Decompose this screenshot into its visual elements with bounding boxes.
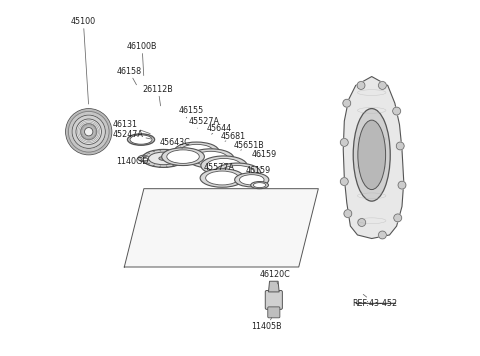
Ellipse shape <box>128 134 155 145</box>
Ellipse shape <box>235 173 269 187</box>
Ellipse shape <box>162 148 204 166</box>
FancyBboxPatch shape <box>268 307 280 318</box>
Circle shape <box>358 219 366 226</box>
Text: 46158: 46158 <box>116 67 142 85</box>
Ellipse shape <box>201 156 247 175</box>
Text: 45643C: 45643C <box>160 138 191 148</box>
Circle shape <box>379 82 386 89</box>
Text: 45100: 45100 <box>71 17 96 104</box>
Text: 45247A: 45247A <box>112 130 151 139</box>
Ellipse shape <box>188 149 234 168</box>
Text: 45644: 45644 <box>207 124 232 134</box>
Text: 45681: 45681 <box>221 132 246 141</box>
Ellipse shape <box>194 151 228 166</box>
Text: 46131: 46131 <box>113 120 150 134</box>
Ellipse shape <box>358 120 385 190</box>
Ellipse shape <box>141 156 150 161</box>
Ellipse shape <box>205 171 239 185</box>
Circle shape <box>398 181 406 189</box>
Text: 26112B: 26112B <box>143 84 173 106</box>
Text: 46120C: 46120C <box>260 270 290 284</box>
Ellipse shape <box>145 155 159 162</box>
Polygon shape <box>124 189 318 267</box>
Text: 45651B: 45651B <box>234 141 264 150</box>
Ellipse shape <box>84 127 93 136</box>
Ellipse shape <box>159 157 168 160</box>
Circle shape <box>396 142 404 150</box>
Ellipse shape <box>251 182 268 189</box>
Ellipse shape <box>72 115 106 148</box>
Ellipse shape <box>66 109 112 155</box>
Text: 46159: 46159 <box>251 150 276 159</box>
Text: 45577A: 45577A <box>203 163 234 172</box>
Polygon shape <box>268 281 279 292</box>
Circle shape <box>340 178 348 185</box>
Circle shape <box>344 210 352 218</box>
Ellipse shape <box>167 150 199 163</box>
Ellipse shape <box>148 157 156 160</box>
Ellipse shape <box>215 163 261 182</box>
Ellipse shape <box>130 135 152 144</box>
Ellipse shape <box>174 142 219 161</box>
Ellipse shape <box>200 169 244 187</box>
Circle shape <box>394 214 402 222</box>
Ellipse shape <box>138 155 154 162</box>
Circle shape <box>379 231 386 239</box>
Ellipse shape <box>76 119 101 145</box>
Ellipse shape <box>152 156 165 161</box>
Text: 45527A: 45527A <box>189 117 220 128</box>
Ellipse shape <box>207 158 241 173</box>
Ellipse shape <box>253 183 266 188</box>
Text: 46155: 46155 <box>178 106 204 118</box>
FancyBboxPatch shape <box>265 290 282 309</box>
Circle shape <box>393 107 400 115</box>
Circle shape <box>340 138 348 146</box>
Text: 1140GD: 1140GD <box>116 155 149 167</box>
Ellipse shape <box>180 145 214 158</box>
Ellipse shape <box>68 111 109 152</box>
Circle shape <box>357 82 365 89</box>
Circle shape <box>343 99 351 107</box>
Ellipse shape <box>81 124 97 140</box>
Text: 46100B: 46100B <box>127 42 157 75</box>
Ellipse shape <box>220 166 254 180</box>
Ellipse shape <box>148 152 179 165</box>
Ellipse shape <box>142 150 185 167</box>
PathPatch shape <box>343 77 404 239</box>
Text: 46159: 46159 <box>246 166 271 175</box>
Ellipse shape <box>353 109 390 201</box>
Text: 11405B: 11405B <box>252 318 282 331</box>
Ellipse shape <box>240 175 264 185</box>
Ellipse shape <box>154 157 162 160</box>
Text: REF:43-452: REF:43-452 <box>352 294 397 308</box>
